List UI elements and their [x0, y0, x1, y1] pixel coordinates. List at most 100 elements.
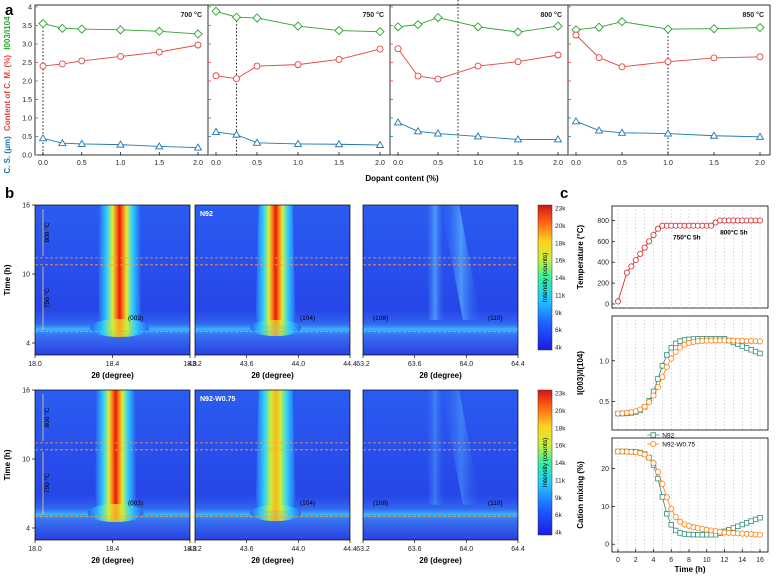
- x-tick-label: 1.0: [293, 160, 303, 167]
- green-point: [38, 18, 48, 29]
- colorbar: [537, 389, 553, 536]
- n92-mixing-point: [668, 522, 674, 528]
- x-tick-label: 1.5: [154, 160, 164, 167]
- temp-label-750: 750 °C: [43, 473, 51, 493]
- panel-b-ylabel: Time (h): [3, 449, 12, 480]
- panel-a-ylabel: C. S. (μm) Content of C. M. (%) I003/I10…: [3, 16, 12, 174]
- blue-point: [232, 130, 241, 138]
- n92-ratio-point: [752, 348, 759, 355]
- blue-point: [571, 116, 581, 125]
- red-point: [595, 54, 603, 62]
- w075-ratio-point: [637, 406, 644, 413]
- peak-label-108: (108): [373, 500, 388, 507]
- red-point: [294, 61, 302, 69]
- x-tick-label: 18.8: [183, 546, 197, 553]
- panel-b-xlabel: 2θ (degree): [91, 556, 134, 565]
- red-series-line: [215, 48, 381, 80]
- peak-label: (003): [128, 500, 143, 507]
- heatmap-frame: [194, 204, 351, 356]
- x-tick-label: 2.0: [755, 160, 765, 167]
- x-tick-label: 12: [721, 557, 729, 564]
- green-point: [553, 21, 563, 31]
- n92-mixing-point: [681, 531, 688, 537]
- heatmap-frame: [194, 389, 351, 541]
- w075-mixing-point: [663, 494, 670, 501]
- x-tick-label: 10: [703, 557, 711, 564]
- x-tick-label: 8: [687, 557, 691, 564]
- panel-b-xlabel: 2θ (degree): [251, 556, 294, 565]
- x-tick-label: 14: [738, 557, 746, 564]
- annotation-800: 800°C 5h: [720, 228, 748, 236]
- peak-label: (104): [300, 500, 315, 507]
- x-tick-label: 1.0: [116, 160, 126, 167]
- green-point: [513, 27, 523, 37]
- peak-label: (104): [300, 315, 315, 322]
- y-tick-label: 3.0: [22, 41, 32, 48]
- blue-point: [617, 128, 627, 136]
- red-point: [376, 45, 384, 53]
- y-tick-label: 1.0: [599, 358, 609, 365]
- y-tick-label: 10: [22, 272, 30, 279]
- w075-ratio-point: [659, 374, 666, 381]
- blue-point: [709, 131, 719, 139]
- colorbar-tick-label: 14k: [555, 460, 566, 467]
- red-point: [514, 58, 522, 66]
- x-tick-label: 18.0: [28, 361, 42, 368]
- peak-108-streak: [425, 390, 445, 505]
- x-tick-label: 2: [634, 557, 638, 564]
- red-point: [212, 72, 220, 80]
- y-tick-label: 400: [597, 260, 609, 267]
- red-point: [554, 51, 562, 59]
- y-tick-label: 3.5: [22, 23, 32, 30]
- colorbar-label: Intensity (counts): [542, 438, 549, 488]
- x-tick-label: 18.8: [183, 361, 197, 368]
- x-tick-label: 1.0: [663, 160, 673, 167]
- green-point: [433, 12, 443, 23]
- green-point: [252, 13, 262, 23]
- peak-label: (003): [128, 315, 143, 322]
- n92-mixing-point: [695, 532, 701, 538]
- temp-label-800: 800 °C: [43, 407, 51, 427]
- x-tick-label: 4: [652, 557, 656, 564]
- n92-mixing-point: [664, 511, 670, 517]
- y-tick-label: 0.0: [22, 153, 32, 160]
- peak-110-streak: [441, 390, 481, 505]
- peak-003-stripe: [98, 205, 141, 333]
- subpanel-temperature: 800 °C: [541, 11, 562, 19]
- x-tick-label: 44.4: [343, 361, 357, 368]
- x-tick-label: 1.0: [473, 160, 483, 167]
- subpanel-temperature: 850 °C: [743, 11, 764, 19]
- blue-point: [38, 133, 48, 142]
- red-point: [572, 31, 580, 39]
- green-point: [709, 24, 719, 34]
- panel-c-frame: [611, 315, 769, 431]
- n92-mixing-point: [743, 520, 750, 526]
- x-tick-label: 43.6: [240, 361, 254, 368]
- red-point: [58, 60, 66, 68]
- x-tick-label: 0.5: [433, 160, 443, 167]
- temperature-point: [641, 244, 648, 251]
- legend-w075-label: N92-W0.75: [662, 442, 695, 449]
- x-tick-label: 2.0: [375, 160, 385, 167]
- x-tick-label: 0: [616, 557, 620, 564]
- x-tick-label: 0.0: [38, 160, 48, 167]
- red-point: [78, 57, 86, 65]
- x-tick-label: 44.0: [292, 361, 306, 368]
- red-point: [756, 53, 764, 61]
- peak-108-streak: [425, 205, 445, 320]
- w075-mixing-point: [641, 451, 648, 458]
- green-point: [231, 12, 242, 22]
- x-tick-label: 63.2: [356, 361, 370, 368]
- green-point: [77, 24, 87, 34]
- x-tick-label: 63.6: [408, 361, 422, 368]
- peak-003-base: [90, 319, 149, 338]
- y-tick-label: 0.5: [599, 399, 609, 406]
- sample-label: N92-W0.75: [200, 396, 236, 403]
- n92-mixing-point: [672, 527, 679, 534]
- panel-c-xlabel: Time (h): [675, 565, 706, 574]
- green-point: [473, 22, 483, 32]
- y-tick-label: 1.0: [22, 115, 32, 122]
- temp-label-800: 800 °C: [43, 222, 51, 242]
- blue-point: [755, 132, 765, 140]
